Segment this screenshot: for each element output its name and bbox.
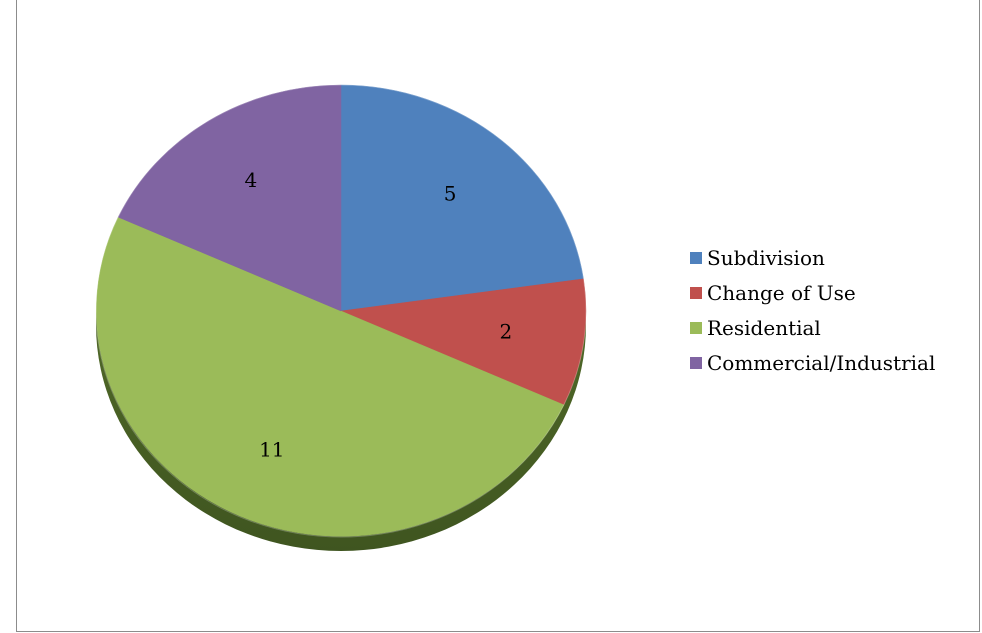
data-label-change-of-use: 2 (500, 319, 513, 343)
legend-swatch-residential (690, 321, 702, 334)
legend-item-change-of-use: Change of Use (690, 275, 976, 310)
data-label-subdivision: 5 (444, 181, 457, 205)
pie-slice-residential (96, 216, 565, 537)
legend-swatch-subdivision (690, 251, 702, 264)
legend-label-subdivision: Subdivision (707, 245, 825, 270)
pie-slices (95, 84, 587, 538)
pie-slice-commercial-industrial (117, 84, 342, 312)
pie-outline (95, 84, 587, 538)
legend-item-residential: Residential (690, 310, 976, 345)
legend-label-change-of-use: Change of Use (707, 280, 856, 305)
legend-swatch-change-of-use (690, 286, 702, 299)
data-label-commercial-industrial: 4 (245, 168, 258, 192)
legend-item-subdivision: Subdivision (690, 240, 976, 275)
legend-label-residential: Residential (707, 315, 821, 340)
data-label-residential: 11 (259, 437, 284, 461)
pie-slice-subdivision (340, 84, 584, 312)
legend: Subdivision Change of Use Residential Comme… (690, 240, 976, 380)
legend-item-commercial-industrial: Commercial/Industrial (690, 345, 976, 380)
pie-slice-change-of-use (340, 278, 587, 406)
legend-label-commercial-industrial: Commercial/Industrial (707, 350, 936, 375)
pie-data-labels: 5 2 11 4 (245, 168, 513, 461)
legend-swatch-commercial-industrial (690, 356, 702, 369)
